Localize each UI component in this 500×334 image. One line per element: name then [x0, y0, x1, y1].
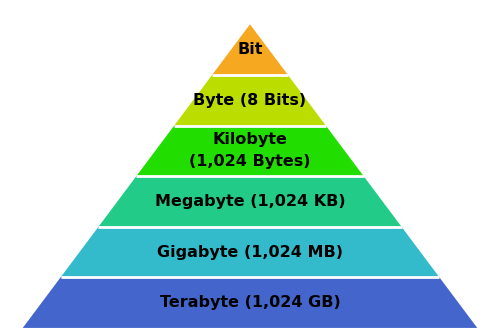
- Text: Kilobyte: Kilobyte: [212, 132, 288, 147]
- Text: Bit: Bit: [237, 42, 263, 57]
- Polygon shape: [212, 24, 288, 75]
- Text: Terabyte (1,024 GB): Terabyte (1,024 GB): [160, 295, 340, 310]
- Text: (1,024 Bytes): (1,024 Bytes): [189, 154, 311, 169]
- Polygon shape: [174, 75, 326, 126]
- Polygon shape: [22, 277, 477, 328]
- Text: Byte (8 Bits): Byte (8 Bits): [194, 93, 306, 108]
- Polygon shape: [60, 227, 440, 277]
- Polygon shape: [136, 126, 364, 176]
- Text: Gigabyte (1,024 MB): Gigabyte (1,024 MB): [157, 244, 343, 260]
- Text: Megabyte (1,024 KB): Megabyte (1,024 KB): [154, 194, 346, 209]
- Polygon shape: [98, 176, 402, 227]
